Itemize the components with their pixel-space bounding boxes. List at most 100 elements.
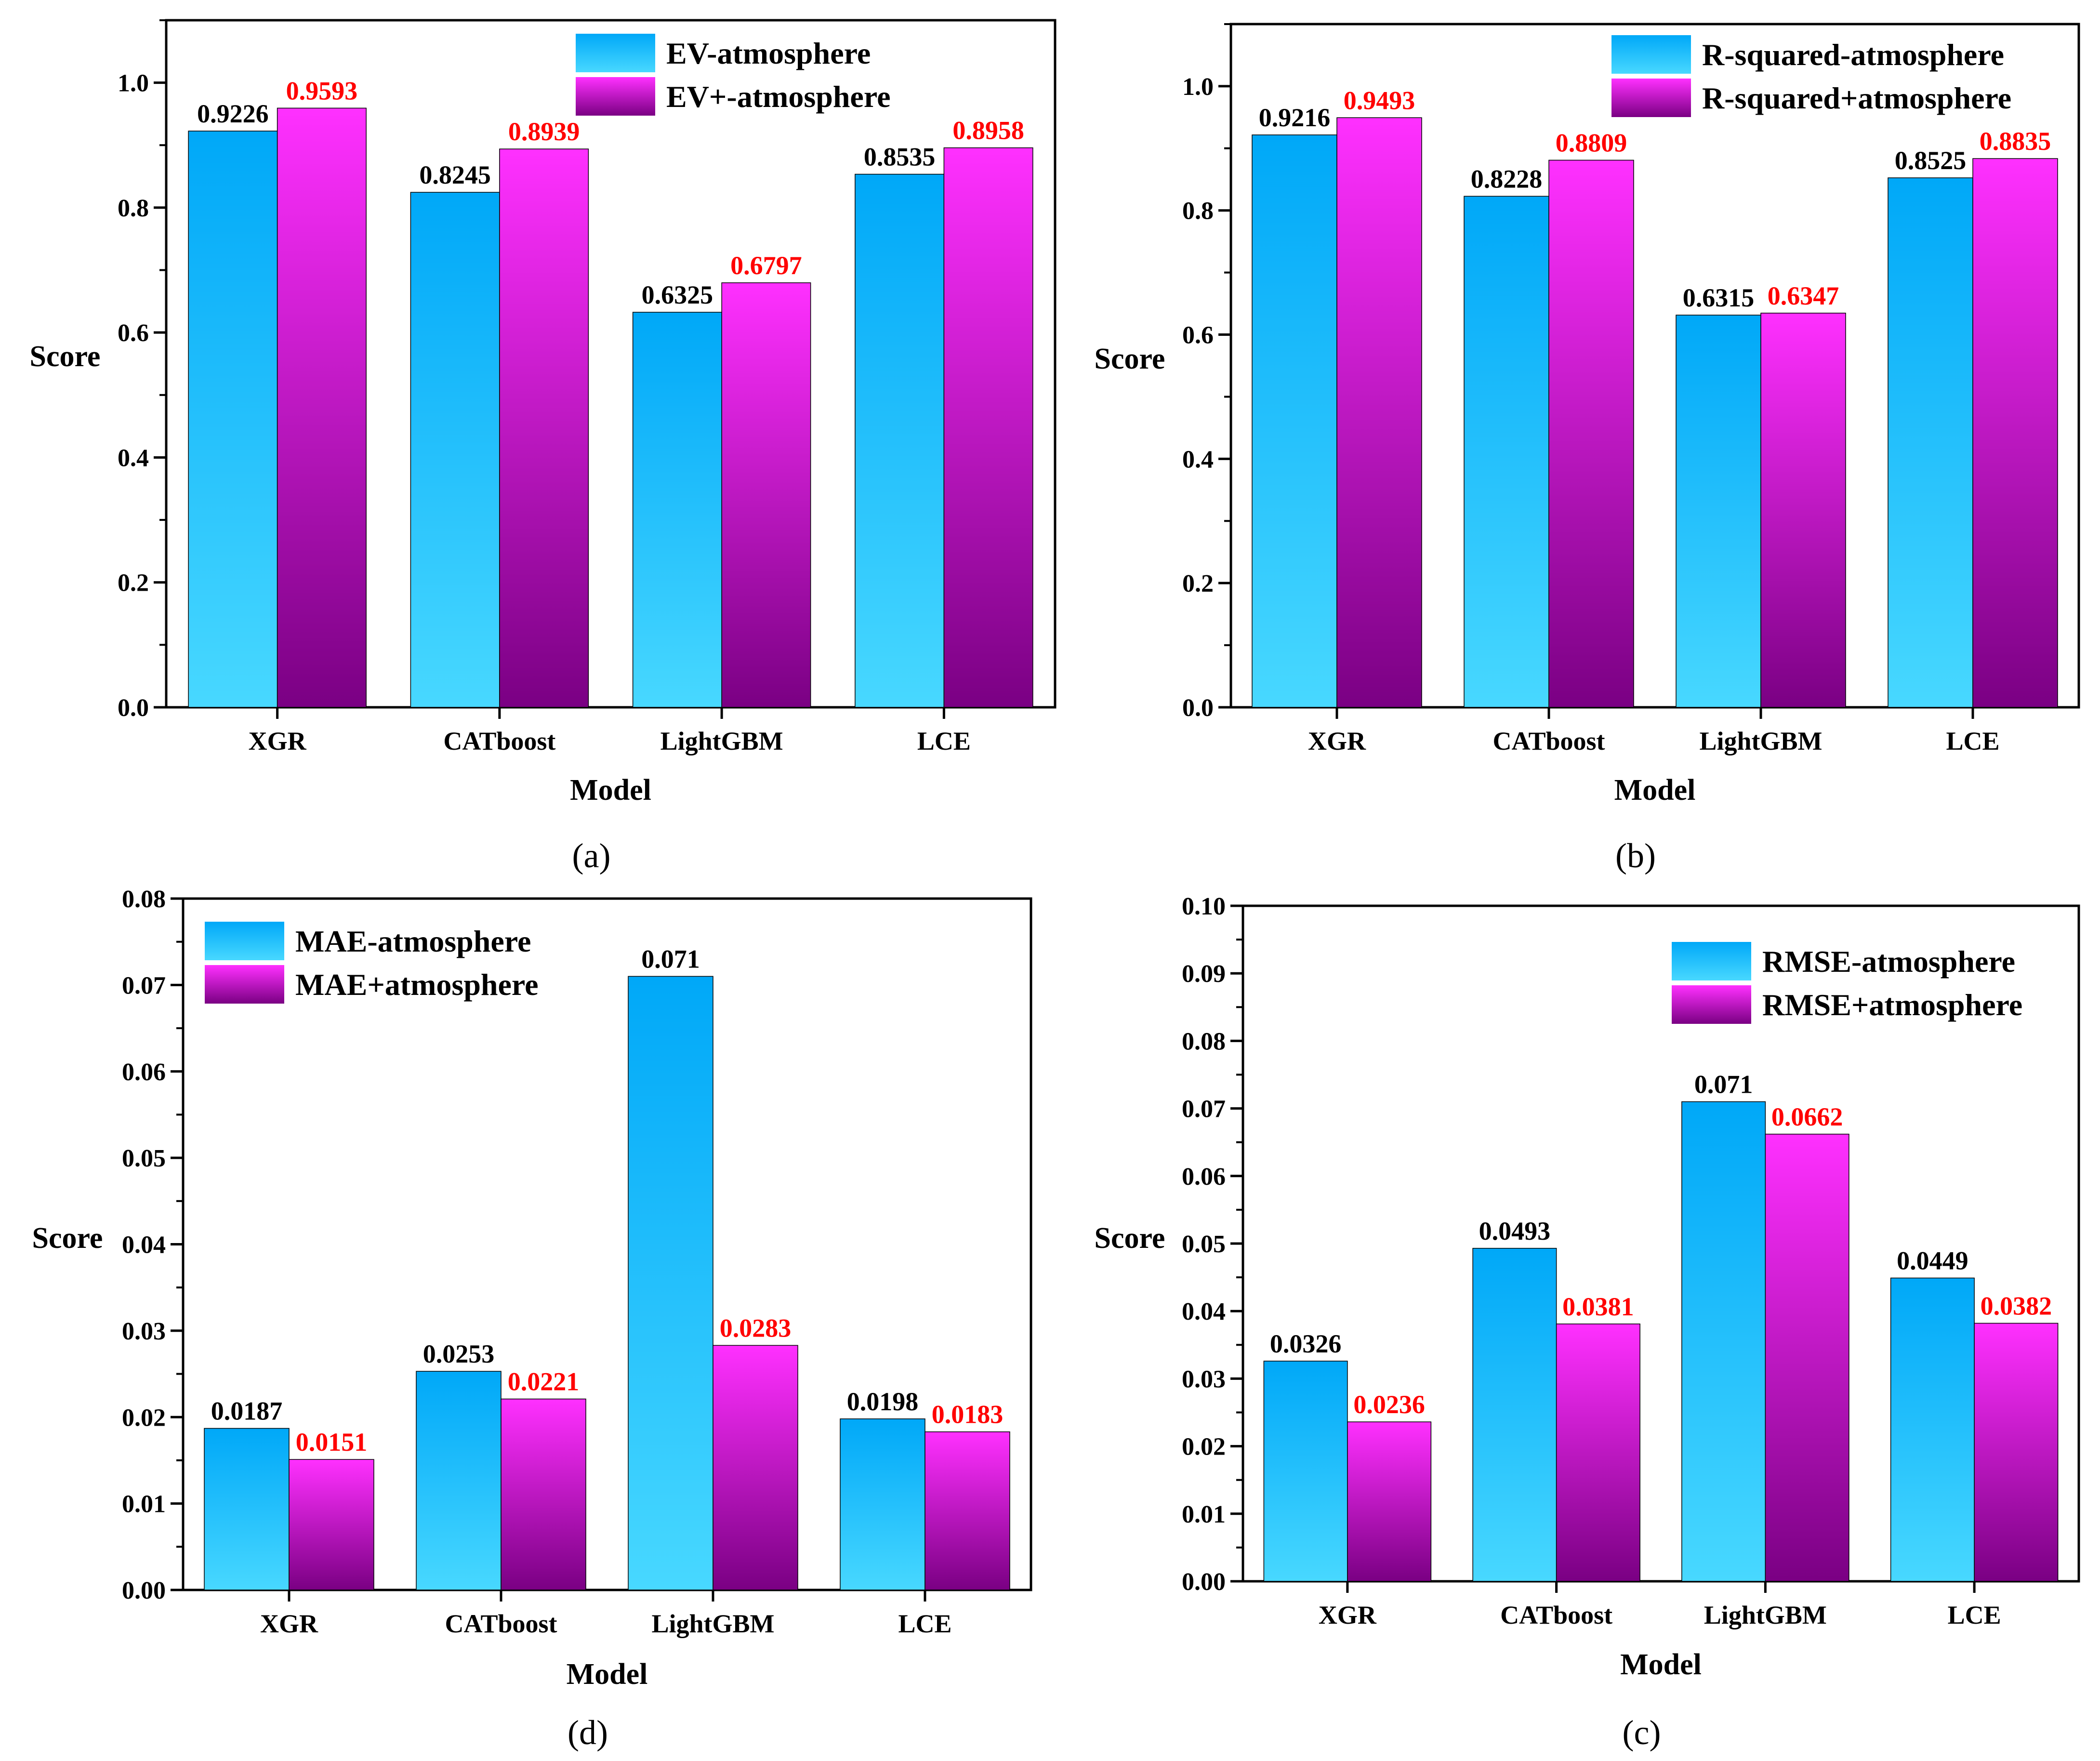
y-tick-label: 0.8 xyxy=(118,195,149,222)
legend: EV-atmosphere EV+-atmosphere xyxy=(576,34,890,116)
y-axis-title: Score xyxy=(1095,1222,1165,1255)
data-label: 0.6797 xyxy=(730,251,802,280)
y-tick-label: 0.01 xyxy=(1182,1501,1226,1528)
x-tick-label: LCE xyxy=(1946,727,1999,755)
data-label: 0.0187 xyxy=(211,1397,283,1426)
legend-swatch-1 xyxy=(1672,942,1751,980)
legend-label-2: R-squared+atmosphere xyxy=(1702,81,2011,115)
panel-caption: (a) xyxy=(572,836,611,875)
y-tick-label: 0.02 xyxy=(122,1404,166,1431)
bar-series2 xyxy=(1347,1421,1432,1582)
data-label: 0.0662 xyxy=(1771,1102,1843,1131)
data-label: 0.6347 xyxy=(1768,281,1839,310)
data-label: 0.0151 xyxy=(296,1428,368,1456)
bar-series1 xyxy=(416,1371,502,1590)
bar-series1 xyxy=(840,1418,925,1590)
data-label: 0.8245 xyxy=(419,160,491,189)
legend: MAE-atmosphere MAE+atmosphere xyxy=(205,922,539,1004)
bar-series2 xyxy=(1760,313,1846,708)
legend-label-2: MAE+atmosphere xyxy=(295,967,539,1002)
x-tick-label: LightGBM xyxy=(1699,727,1822,755)
y-tick-label: 0.2 xyxy=(118,569,149,597)
panel-caption: (b) xyxy=(1615,836,1656,875)
y-axis-title: Score xyxy=(30,340,101,373)
data-label: 0.071 xyxy=(641,944,700,973)
data-label: 0.0253 xyxy=(423,1339,495,1368)
bar-series1 xyxy=(1681,1101,1766,1582)
y-tick-label: 0.8 xyxy=(1182,198,1214,225)
legend: RMSE-atmosphere RMSE+atmosphere xyxy=(1672,942,2022,1024)
panel-caption: (d) xyxy=(568,1713,608,1752)
y-tick-label: 0.07 xyxy=(1182,1096,1226,1123)
legend-swatch-1 xyxy=(1611,35,1691,74)
bar-series2 xyxy=(943,147,1033,708)
data-label: 0.8525 xyxy=(1895,146,1967,175)
bar-series2 xyxy=(501,1398,586,1590)
x-axis-title: Model xyxy=(567,1658,648,1691)
data-label: 0.0326 xyxy=(1270,1329,1342,1358)
legend-swatch-2 xyxy=(576,77,655,116)
x-tick-label: CATboost xyxy=(445,1609,557,1638)
chart-panel-1: 0.0 0.2 0.4 0.6 0.8 1.0 XGR 0.9226 0.9593 CATboos… xyxy=(30,19,1057,875)
data-label: 0.8809 xyxy=(1556,128,1627,157)
data-label: 0.0381 xyxy=(1562,1292,1634,1321)
y-tick-label: 0.4 xyxy=(118,444,149,472)
y-axis-title: Score xyxy=(32,1222,103,1255)
data-label: 0.6325 xyxy=(642,280,713,309)
y-tick-label: 0.0 xyxy=(1182,694,1214,722)
y-tick-label: 0.06 xyxy=(122,1059,166,1086)
x-tick-label: XGR xyxy=(1308,727,1366,755)
x-tick-label: LCE xyxy=(917,727,971,755)
x-axis-title: Model xyxy=(1614,774,1696,807)
bar-series1 xyxy=(1263,1361,1348,1582)
y-tick-label: 0.03 xyxy=(1182,1365,1226,1393)
bar-series2 xyxy=(289,1459,374,1590)
bar-series2 xyxy=(1336,117,1422,708)
data-label: 0.8958 xyxy=(952,116,1024,145)
y-tick-label: 0.07 xyxy=(122,972,166,999)
x-axis-title: Model xyxy=(570,774,651,807)
data-label: 0.9216 xyxy=(1259,103,1331,132)
bar-series2 xyxy=(499,148,589,708)
x-tick-label: CATboost xyxy=(1500,1601,1612,1629)
bar-series1 xyxy=(410,192,500,708)
bar-series2 xyxy=(1765,1134,1849,1582)
data-label: 0.0236 xyxy=(1353,1390,1425,1419)
data-label: 0.8228 xyxy=(1471,164,1543,193)
y-tick-label: 0.05 xyxy=(122,1145,166,1172)
x-tick-label: CATboost xyxy=(1492,727,1605,755)
data-label: 0.6315 xyxy=(1683,283,1755,312)
y-tick-label: 1.0 xyxy=(1182,73,1214,101)
bar-series1 xyxy=(204,1428,290,1590)
legend: R-squared-atmosphere R-squared+atmosphere xyxy=(1611,35,2011,117)
y-axis-title: Score xyxy=(1095,343,1165,375)
bar-series1 xyxy=(188,131,278,708)
y-tick-label: 0.02 xyxy=(1182,1433,1226,1461)
plot-frame xyxy=(165,19,1057,709)
y-tick-label: 0.00 xyxy=(1182,1568,1226,1596)
x-tick-label: CATboost xyxy=(443,727,555,755)
y-tick-label: 0.04 xyxy=(1182,1298,1226,1325)
legend-label-2: RMSE+atmosphere xyxy=(1762,988,2022,1022)
y-tick-label: 0.6 xyxy=(1182,322,1214,349)
y-tick-label: 0.09 xyxy=(1182,960,1226,988)
bar-series1 xyxy=(1888,177,1973,708)
legend-label-2: EV+-atmosphere xyxy=(666,79,890,114)
bar-series2 xyxy=(1972,158,2058,708)
bar-series2 xyxy=(721,282,811,708)
data-label: 0.0493 xyxy=(1479,1217,1551,1245)
y-tick-label: 0.05 xyxy=(1182,1231,1226,1258)
x-tick-label: LightGBM xyxy=(660,727,783,755)
bar-series1 xyxy=(1676,315,1761,708)
bar-series1 xyxy=(632,312,722,708)
y-tick-label: 0.04 xyxy=(122,1231,166,1259)
y-tick-label: 0.0 xyxy=(118,694,149,722)
y-tick-label: 0.08 xyxy=(122,886,166,913)
bar-series1 xyxy=(1472,1248,1557,1582)
bar-series1 xyxy=(1252,134,1337,708)
x-tick-label: LightGBM xyxy=(651,1609,774,1638)
x-tick-label: LCE xyxy=(898,1609,951,1638)
chart-panel-2: 0.0 0.2 0.4 0.6 0.8 1.0 XGR 0.9216 0.9493 CATboos… xyxy=(1095,23,2080,875)
legend-label-1: RMSE-atmosphere xyxy=(1762,944,2015,979)
